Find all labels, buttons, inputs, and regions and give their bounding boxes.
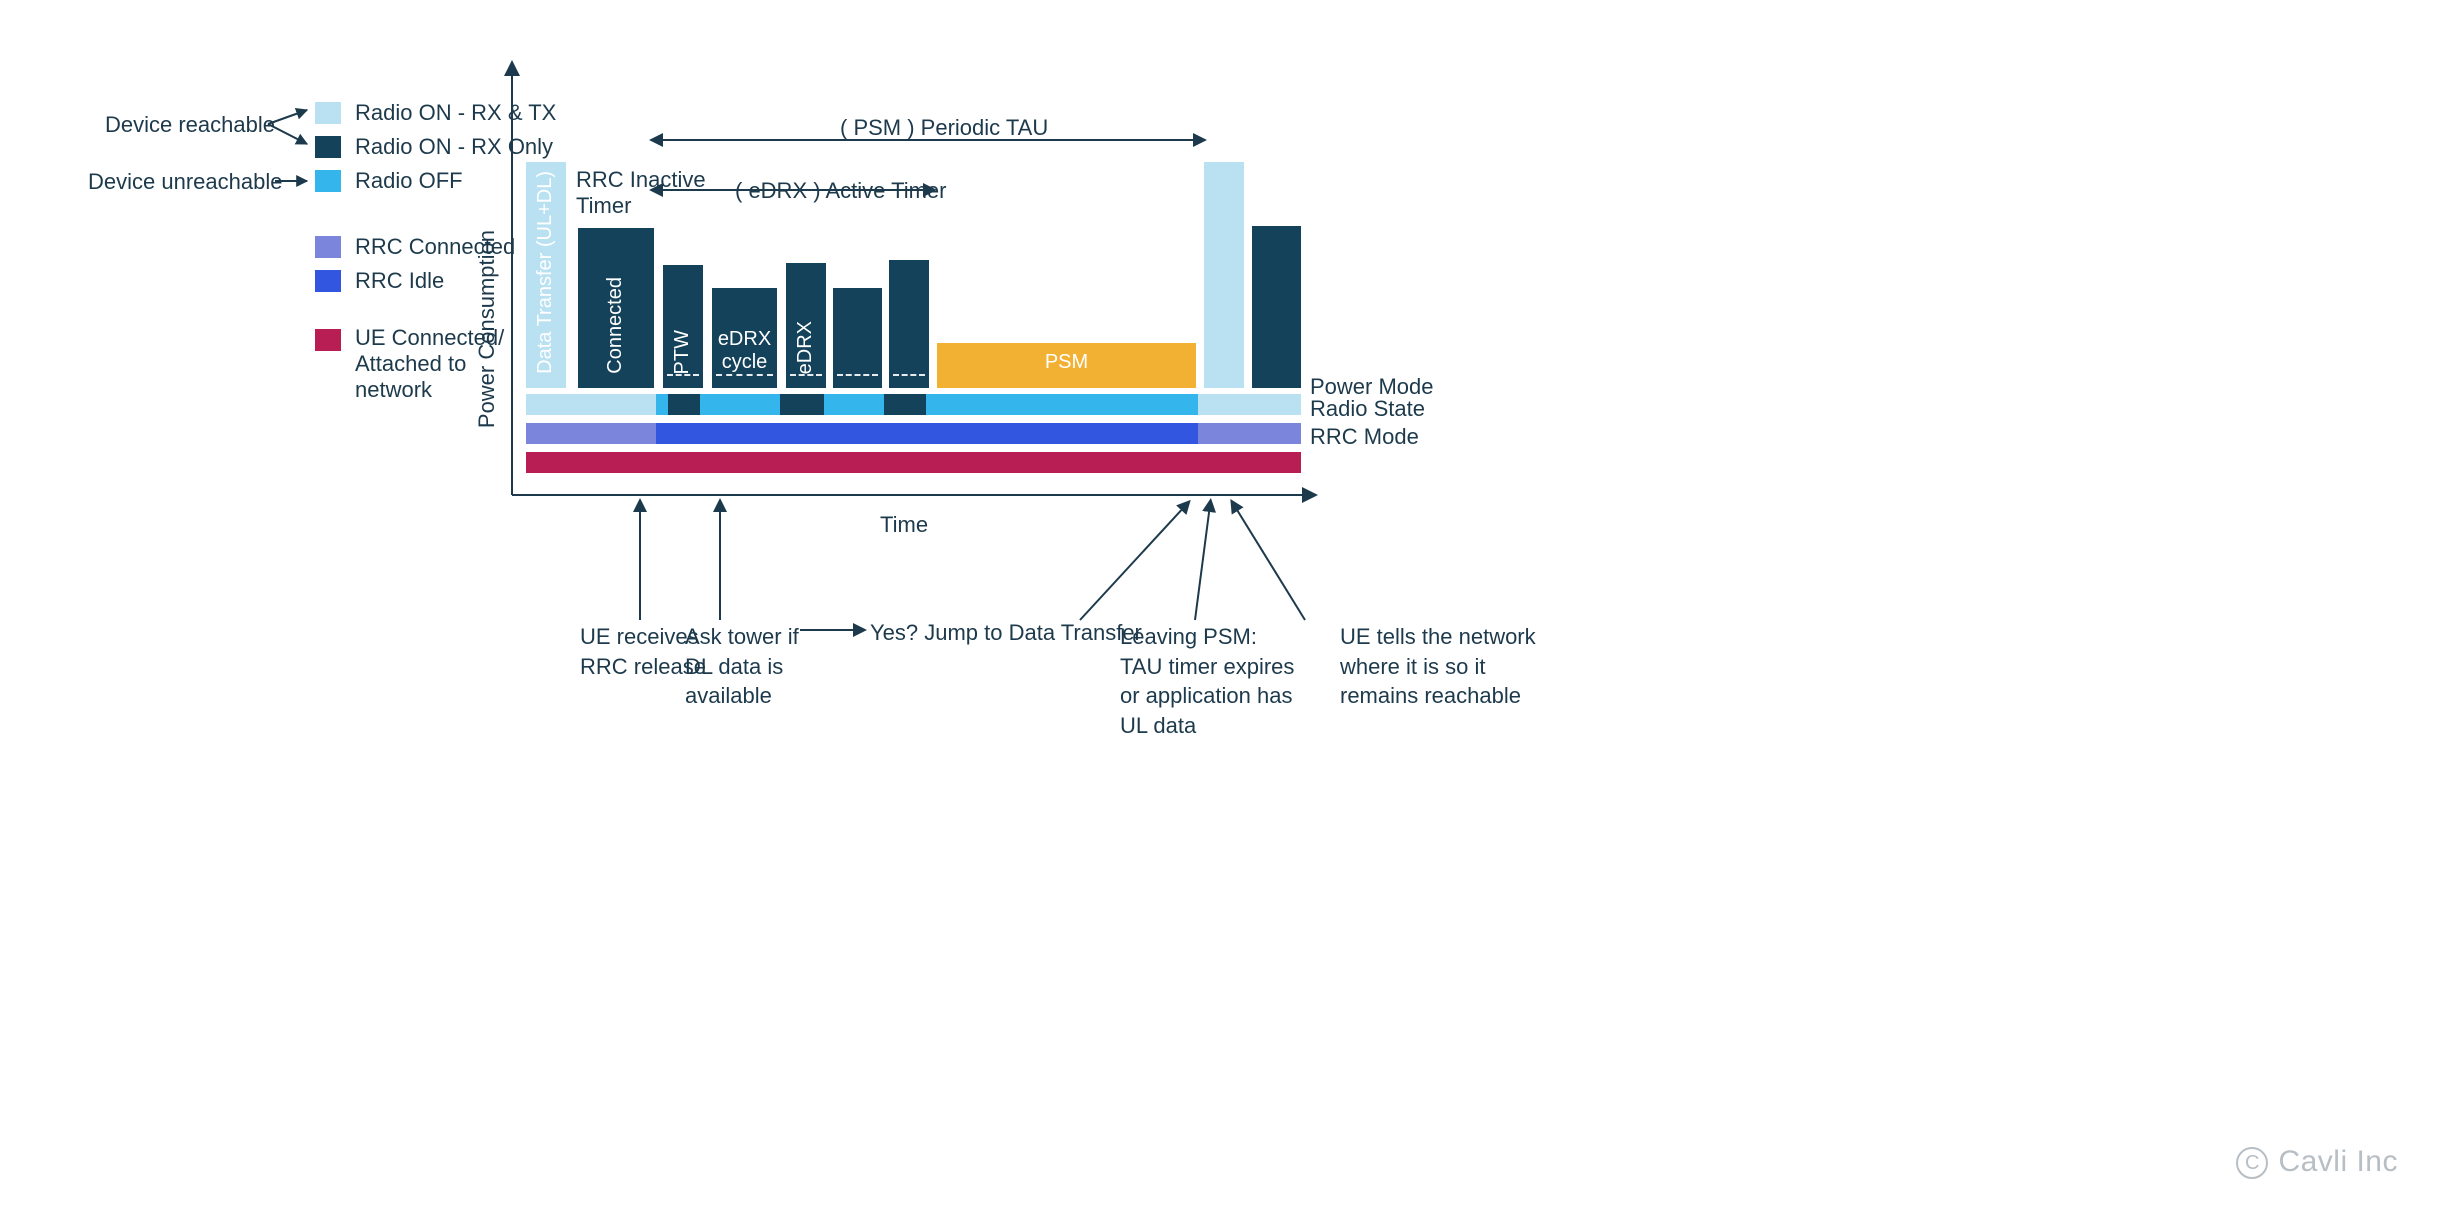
row-radio-seg (1198, 394, 1301, 415)
row-radio-seg (526, 394, 656, 415)
row-rrc-seg (1198, 423, 1301, 444)
bar-ptw: PTW (663, 265, 703, 388)
bar-label: eDRX (794, 321, 817, 374)
callout-leaving-psm: Leaving PSM: TAU timer expires or applic… (1120, 622, 1294, 741)
bar-label: PTW (671, 330, 694, 374)
bar-connected: Connected (578, 228, 654, 388)
row-ue (460, 452, 1820, 473)
row-rrc-seg (656, 423, 1198, 444)
swatch-magenta (315, 329, 341, 351)
bar-dashed-line (893, 374, 925, 376)
callout-ask-tower: Ask tower if DL data is available (685, 622, 799, 711)
bar-dashed-line (667, 374, 699, 376)
row-radio-seg (656, 394, 668, 415)
row-radio-seg (792, 394, 824, 415)
row-radio-seg (896, 394, 926, 415)
row-radio-seg (780, 394, 792, 415)
bar-edrx_cycle2 (833, 288, 882, 388)
row-label-radio-state: Radio State (1310, 396, 1425, 422)
row-radio-state (460, 394, 1820, 415)
bar-edrx_last (889, 260, 929, 388)
legend-label: RRC Idle (355, 268, 444, 294)
bar-connected2 (1252, 226, 1301, 388)
swatch-royal (315, 270, 341, 292)
bar-label: eDRX cycle (712, 328, 777, 374)
bar-data_transfer: Data Transfer (UL+DL) (526, 162, 566, 388)
bar-dashed-line (716, 374, 773, 376)
bars-layer: Data Transfer (UL+DL) Connected PTW eDRX cy… (460, 60, 1820, 700)
callout-jump: Yes? Jump to Data Transfer (870, 618, 1142, 648)
bar-edrx: eDRX (786, 263, 826, 388)
brand-text: Cavli Inc (2278, 1145, 2398, 1178)
bar-label: Connected (604, 277, 627, 374)
bar-psm: PSM (937, 343, 1196, 388)
swatch-violet (315, 236, 341, 258)
row-radio-seg (926, 394, 1198, 415)
row-label-rrc-mode: RRC Mode (1310, 424, 1419, 450)
bar-data_transfer2 (1204, 162, 1244, 388)
brand-footer: C Cavli Inc (2236, 1145, 2398, 1179)
bar-edrx_cycle: eDRX cycle (712, 288, 777, 388)
bar-dashed-line (837, 374, 878, 376)
chart-area: Power Consumption Time ( PSM ) Periodic … (460, 60, 1820, 700)
row-rrc-seg (526, 423, 656, 444)
row-radio-seg (884, 394, 896, 415)
row-ue-seg (526, 452, 1301, 473)
bar-label: PSM (937, 351, 1196, 374)
row-radio-seg (824, 394, 884, 415)
row-radio-seg (668, 394, 700, 415)
bar-dashed-line (790, 374, 822, 376)
row-radio-seg (700, 394, 780, 415)
bar-label: Data Transfer (UL+DL) (534, 171, 557, 374)
legend-arrows (0, 0, 520, 260)
callout-ue-tells-network: UE tells the network where it is so it r… (1340, 622, 1536, 711)
row-rrc-mode (460, 423, 1820, 444)
copyright-icon: C (2236, 1147, 2268, 1179)
